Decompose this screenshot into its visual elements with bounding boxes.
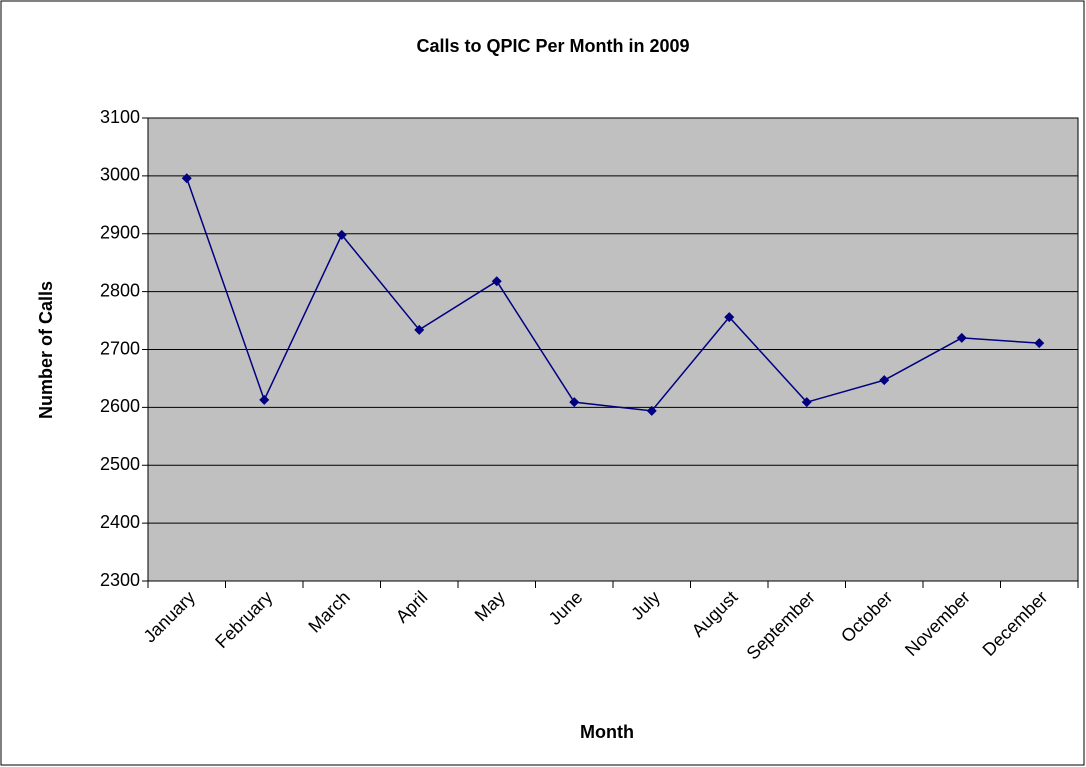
y-tick-label: 3000 <box>100 165 140 185</box>
y-tick-label: 2300 <box>100 570 140 590</box>
y-tick-label: 2400 <box>100 512 140 532</box>
y-tick-label: 2600 <box>100 396 140 416</box>
marker <box>336 229 347 240</box>
y-axis-title: Number of Calls <box>36 281 56 419</box>
marker <box>491 276 502 287</box>
marker <box>181 173 192 184</box>
marker <box>879 375 890 386</box>
y-tick-label: 3100 <box>100 107 140 127</box>
marker <box>724 312 735 323</box>
chart-title: Calls to QPIC Per Month in 2009 <box>416 36 689 56</box>
series-line <box>186 177 1040 412</box>
x-axis-title: Month <box>580 722 634 742</box>
y-tick-label: 2800 <box>100 280 140 300</box>
marker <box>414 324 425 335</box>
marker <box>646 405 657 416</box>
marker <box>259 394 270 405</box>
y-tick-label: 2500 <box>100 454 140 474</box>
y-tick-label: 2900 <box>100 223 140 243</box>
marker <box>801 397 812 408</box>
marker <box>569 397 580 408</box>
y-tick-label: 2700 <box>100 338 140 358</box>
marker <box>956 332 967 343</box>
marker <box>1034 338 1045 349</box>
